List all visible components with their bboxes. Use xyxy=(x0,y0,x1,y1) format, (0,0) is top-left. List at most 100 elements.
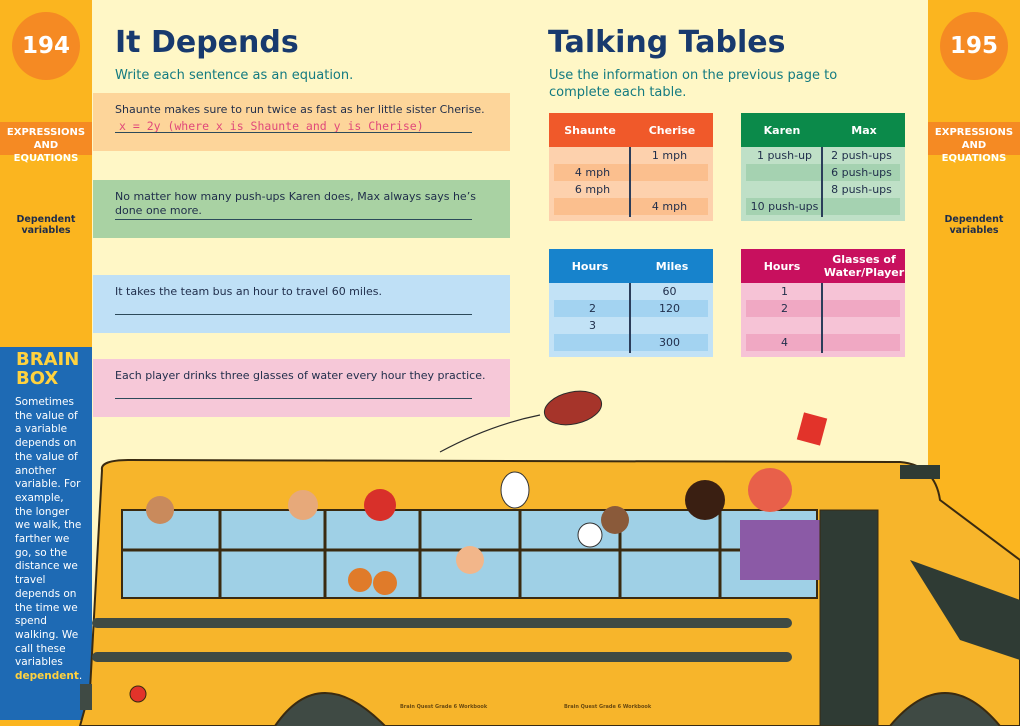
table-cell[interactable]: 2 push-ups xyxy=(831,149,892,162)
column-header: Miles xyxy=(655,259,689,273)
bus-stripe xyxy=(92,652,792,662)
section-band: EXPRESSIONS AND EQUATIONS xyxy=(928,122,1020,164)
table-cell[interactable]: 6 push-ups xyxy=(831,166,892,179)
brain-box-title: BRAIN BOX xyxy=(0,347,92,391)
ball-trajectory xyxy=(439,414,541,453)
instruction: Use the information on the previous page… xyxy=(549,68,838,100)
table-cell[interactable]: 10 push-ups xyxy=(750,200,819,213)
band-line: EXPRESSIONS xyxy=(934,127,1014,138)
question-box: It takes the team bus an hour to travel … xyxy=(93,275,510,333)
table-row: 1 mph xyxy=(554,147,708,164)
table-body: 60 2 120 3 300 xyxy=(549,283,713,357)
answer-line xyxy=(115,219,472,220)
table-cell[interactable]: 4 mph xyxy=(651,200,688,213)
table-row: 6 push-ups xyxy=(746,164,900,181)
passengers xyxy=(146,468,820,595)
answer-line xyxy=(115,398,472,399)
column-header: Cherise xyxy=(648,123,696,137)
data-table: Karen Max 1 push-up 2 push-ups 6 push-ups 8 p… xyxy=(741,113,905,221)
table-cell[interactable]: 4 xyxy=(781,336,788,349)
table-body: 1 mph 4 mph 6 mph 4 mph xyxy=(549,147,713,221)
brain-box-text: Sometimes the value of a variable depend… xyxy=(0,391,92,684)
table-row: 4 mph xyxy=(554,164,708,181)
table-header: Karen Max xyxy=(741,113,905,147)
table-body: 1 push-up 2 push-ups 6 push-ups 8 push-ups 1… xyxy=(741,147,905,221)
question-text: Each player drinks three glasses of wate… xyxy=(115,369,486,382)
question-text: No matter how many push-ups Karen does, … xyxy=(115,190,476,217)
column-header: Shaunte xyxy=(564,123,616,137)
table-cell[interactable]: 2 xyxy=(781,302,788,315)
brain-box: BRAIN BOX Sometimes the value of a varia… xyxy=(0,347,92,720)
question-text: Shaunte makes sure to run twice as fast … xyxy=(115,103,485,116)
footer-text: Brain Quest Grade 6 Workbook xyxy=(564,704,652,710)
table-row: 10 push-ups xyxy=(746,198,900,215)
table-cell[interactable]: 1 mph xyxy=(651,149,688,162)
data-table: Shaunte Cherise 1 mph 4 mph 6 mph 4 mph xyxy=(549,113,713,221)
table-row: 60 xyxy=(554,283,708,300)
table-cell[interactable]: 60 xyxy=(662,285,677,298)
question-box: Each player drinks three glasses of wate… xyxy=(93,359,510,417)
bus-bumper xyxy=(80,684,92,710)
table-row: 4 mph xyxy=(554,198,708,215)
table-cell[interactable]: 2 xyxy=(589,302,596,315)
table-row: 4 xyxy=(746,334,900,351)
football-icon xyxy=(543,390,603,426)
bus-light xyxy=(129,685,147,703)
column-header: Max xyxy=(851,123,877,137)
answer-line xyxy=(115,314,472,315)
section-band: EXPRESSIONS AND EQUATIONS xyxy=(0,122,92,164)
table-cell[interactable]: 300 xyxy=(659,336,680,349)
topic-label: Dependent variables xyxy=(944,214,1004,236)
data-table: Hours Miles 60 2 120 3 300 xyxy=(549,249,713,357)
column-header: Hours xyxy=(571,259,609,273)
instruction: Write each sentence as an equation. xyxy=(115,68,354,83)
band-line: EXPRESSIONS xyxy=(6,127,86,138)
table-header: Shaunte Cherise xyxy=(549,113,713,147)
bus-stripe xyxy=(92,618,792,628)
table-cell[interactable]: 3 xyxy=(589,319,596,332)
table-cell[interactable]: 1 push-up xyxy=(756,149,813,162)
table-cell[interactable]: 4 mph xyxy=(574,166,611,179)
bus-wheel xyxy=(889,692,1001,726)
column-header: Karen xyxy=(763,123,801,137)
bus-windshield xyxy=(910,560,1020,660)
page-number: 194 xyxy=(12,12,80,80)
column-header: Glasses of Water/Player xyxy=(823,253,905,279)
table-row: 2 120 xyxy=(554,300,708,317)
table-cell[interactable]: 8 push-ups xyxy=(831,183,892,196)
footer-text: Brain Quest Grade 6 Workbook xyxy=(400,704,488,710)
table-cell[interactable]: 120 xyxy=(659,302,680,315)
table-body: 1 2 4 xyxy=(741,283,905,357)
table-header: Hours Miles xyxy=(549,249,713,283)
topic-label: Dependent variables xyxy=(16,214,76,236)
brain-box-body: Sometimes the value of a variable depend… xyxy=(15,396,82,669)
answer-line xyxy=(115,132,472,133)
red-card-icon xyxy=(796,412,828,446)
brain-box-highlight: dependent xyxy=(15,670,79,683)
page-title: Talking Tables xyxy=(548,25,786,60)
brain-box-end: . xyxy=(78,670,83,683)
question-box: Shaunte makes sure to run twice as fast … xyxy=(93,93,510,151)
question-box: No matter how many push-ups Karen does, … xyxy=(93,180,510,238)
band-line: AND EQUATIONS xyxy=(13,140,79,164)
bus-mirror xyxy=(900,465,940,479)
answer-field[interactable]: x = 2y (where x is Shaunte and y is Cher… xyxy=(119,119,424,133)
table-row: 300 xyxy=(554,334,708,351)
table-row: 6 mph xyxy=(554,181,708,198)
page-number: 195 xyxy=(940,12,1008,80)
table-row: 1 xyxy=(746,283,900,300)
table-cell[interactable]: 1 xyxy=(781,285,788,298)
page-title: It Depends xyxy=(115,25,299,60)
bus-door xyxy=(819,509,879,726)
table-row: 1 push-up 2 push-ups xyxy=(746,147,900,164)
table-row: 3 xyxy=(554,317,708,334)
table-row: 2 xyxy=(746,300,900,317)
question-text: It takes the team bus an hour to travel … xyxy=(115,285,383,298)
bus-wheel xyxy=(274,692,386,726)
table-cell[interactable]: 6 mph xyxy=(574,183,611,196)
table-row: 8 push-ups xyxy=(746,181,900,198)
table-header: Hours Glasses of Water/Player xyxy=(741,249,905,283)
data-table: Hours Glasses of Water/Player 1 2 4 xyxy=(741,249,905,357)
column-header: Hours xyxy=(763,259,801,273)
